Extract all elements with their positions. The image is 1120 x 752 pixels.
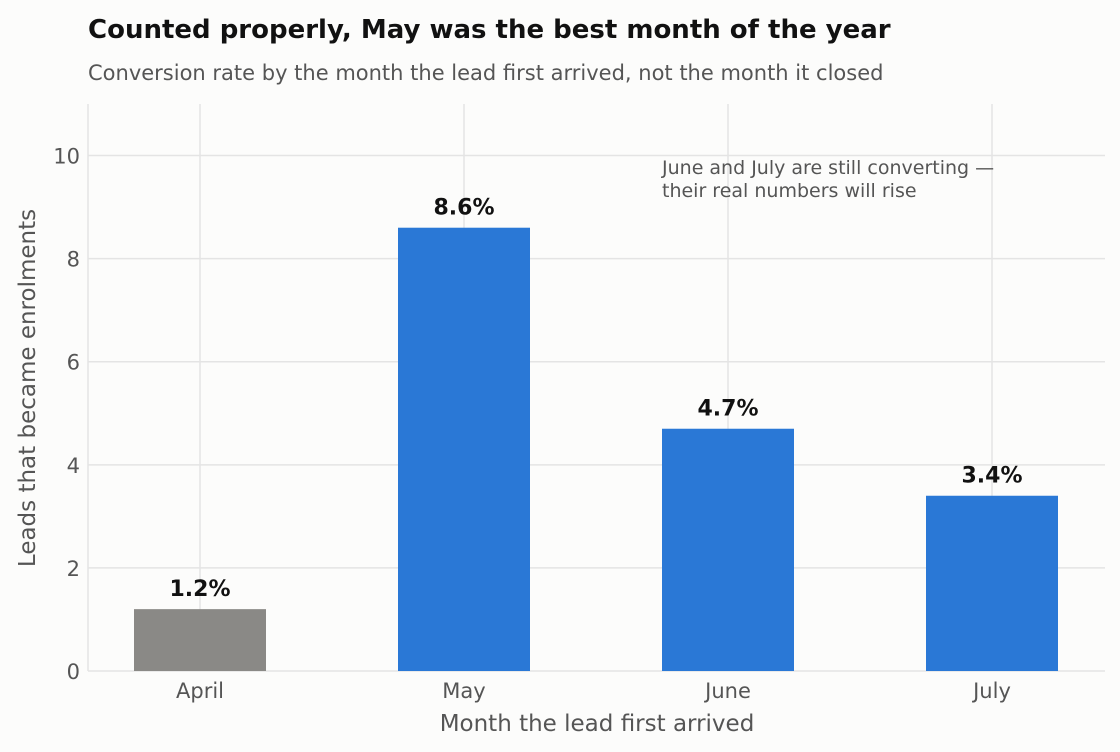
data-label-june: 4.7% (697, 397, 758, 422)
x-tick-label: June (703, 679, 751, 703)
y-axis-ticks: 0 2 4 6 8 10 (53, 145, 80, 684)
annotation-line-1: June and July are still converting — (661, 157, 994, 179)
y-tick-label: 2 (67, 557, 80, 581)
y-tick-label: 6 (67, 351, 80, 375)
y-tick-label: 10 (53, 145, 80, 169)
data-label-may: 8.6% (433, 196, 494, 221)
bars (134, 227, 1058, 671)
data-labels: 1.2% 8.6% 4.7% 3.4% (169, 196, 1022, 602)
chart-subtitle: Conversion rate by the month the lead fi… (88, 61, 883, 85)
x-axis-ticks: April May June July (176, 679, 1011, 703)
y-tick-label: 4 (67, 454, 80, 478)
chart-title: Counted properly, May was the best month… (88, 15, 891, 45)
y-tick-label: 0 (67, 660, 80, 684)
x-tick-label: July (971, 679, 1011, 703)
y-axis-label: Leads that became enrolments (15, 209, 41, 567)
data-label-july: 3.4% (961, 464, 1022, 489)
bar-april (134, 609, 266, 671)
chart-annotation: June and July are still converting — the… (661, 157, 1000, 202)
data-label-april: 1.2% (169, 577, 230, 602)
y-tick-label: 8 (67, 248, 80, 272)
annotation-line-2: their real numbers will rise (662, 180, 917, 202)
x-axis-label: Month the lead first arrived (440, 711, 755, 737)
x-tick-label: May (442, 679, 485, 703)
bar-may (398, 227, 530, 671)
x-tick-label: April (176, 679, 224, 703)
bar-july (926, 495, 1058, 671)
bar-june (662, 428, 794, 671)
